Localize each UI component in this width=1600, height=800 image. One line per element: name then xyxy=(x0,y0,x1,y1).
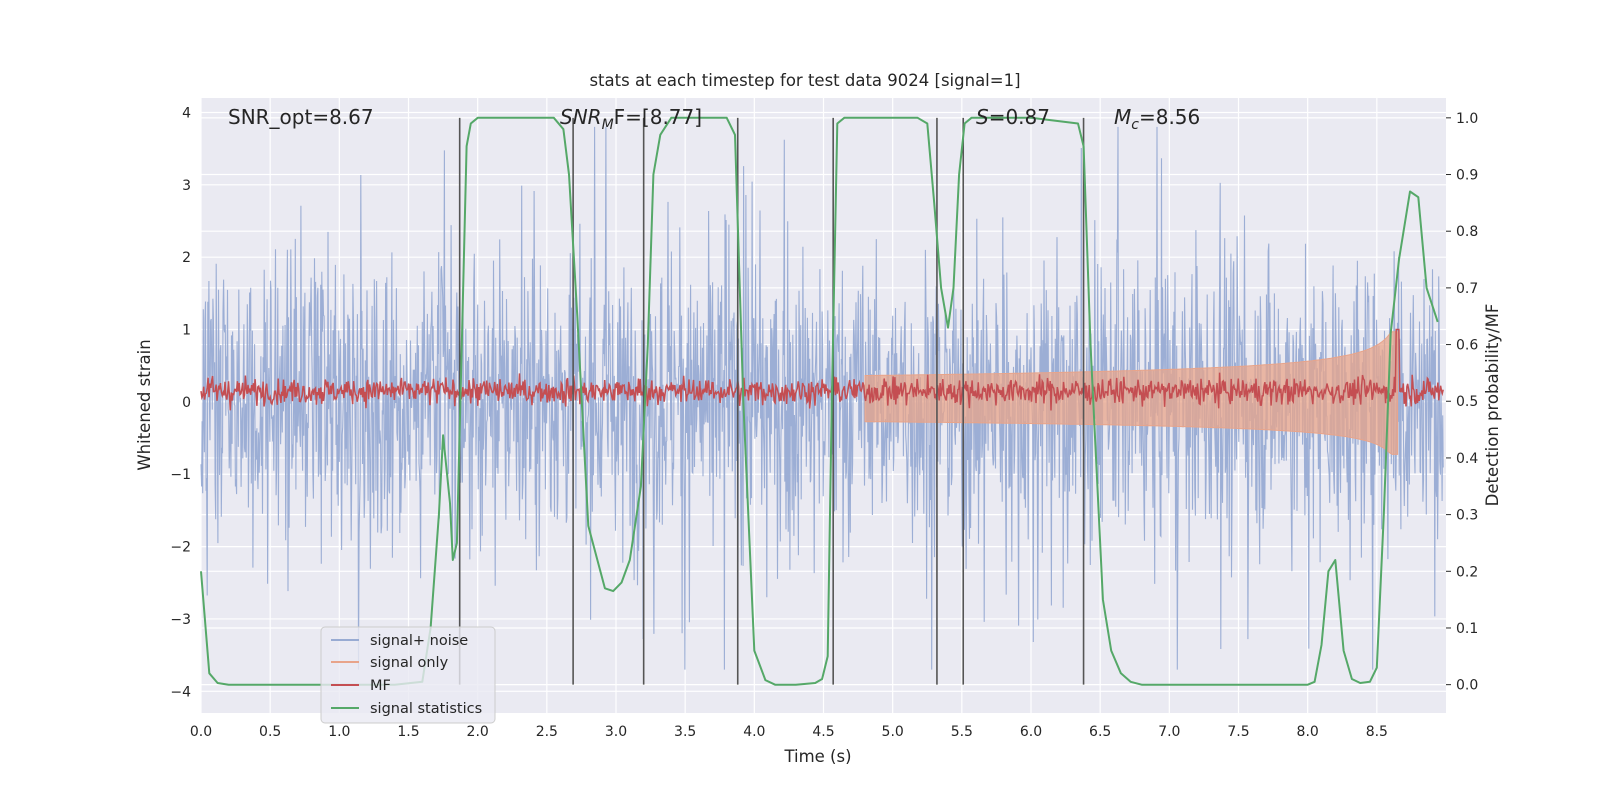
y-tick-label: 2 xyxy=(182,250,191,266)
y2-tick-label: 0.6 xyxy=(1456,338,1478,354)
y2-axis-label: Detection probability/MF xyxy=(1483,304,1502,507)
x-tick-label: 2.5 xyxy=(536,724,558,740)
annotation-snr-opt: SNR_opt=8.67 xyxy=(228,105,374,129)
x-tick-label: 8.0 xyxy=(1297,724,1319,740)
x-tick-label: 1.5 xyxy=(397,724,419,740)
annotation-mc-value: =8.56 xyxy=(1139,105,1200,129)
series-signal-statistics xyxy=(200,116,1439,686)
legend-label-signal-statistics: signal statistics xyxy=(370,701,482,717)
y2-tick-label: 0.0 xyxy=(1456,678,1478,694)
annotation-s: S=0.87 xyxy=(976,105,1050,129)
x-tick-label: 7.0 xyxy=(1158,724,1180,740)
y-tick-label: 3 xyxy=(182,178,191,194)
y2-tick-label: 0.3 xyxy=(1456,508,1478,524)
legend-label-signal-only: signal only xyxy=(370,655,449,671)
x-tick-label: 7.5 xyxy=(1227,724,1249,740)
x-tick-label: 0.0 xyxy=(190,724,212,740)
x-tick-label: 2.0 xyxy=(467,724,489,740)
y-tick-label: 4 xyxy=(182,105,191,121)
y2-tick-label: 0.2 xyxy=(1456,564,1478,580)
x-tick-label: 8.5 xyxy=(1366,724,1388,740)
signal-only-envelope xyxy=(864,331,1399,455)
y-tick-label: −4 xyxy=(170,684,191,700)
plot-area xyxy=(200,98,1446,713)
y2-tick-label: 0.4 xyxy=(1456,451,1478,467)
annotation-s-symbol: S xyxy=(976,105,989,129)
signal-statistics-line xyxy=(200,116,1439,686)
x-tick-label: 4.5 xyxy=(812,724,834,740)
x-tick-label: 5.5 xyxy=(951,724,973,740)
y2-tick-label: 0.5 xyxy=(1456,394,1478,410)
legend-label-mf: MF xyxy=(370,678,391,694)
annotation-snr-mf-subscript: M xyxy=(602,117,614,133)
annotation-snr-mf: SNRMF=[8.77] xyxy=(560,105,702,133)
y-tick-label: −3 xyxy=(170,612,191,628)
x-tick-label: 4.0 xyxy=(743,724,765,740)
y-tick-label: −2 xyxy=(170,540,191,556)
y2-tick-label: 0.1 xyxy=(1456,621,1478,637)
axes-ticks: 0.0 0.5 1.0 1.5 2.0 2.5 3.0 3.5 4.0 4.5 5.0 5.5 6.0 6… xyxy=(170,105,1478,740)
legend-label-signal-noise: signal+ noise xyxy=(370,633,468,649)
x-axis-label: Time (s) xyxy=(783,747,851,766)
legend-box xyxy=(320,626,496,724)
annotation-snr-mf-symbol: SNR xyxy=(560,105,602,129)
series-mf xyxy=(200,328,1444,411)
annotation-mc-subscript: c xyxy=(1131,117,1139,133)
y2-tick-label: 1.0 xyxy=(1456,111,1478,127)
x-tick-label: 6.0 xyxy=(1020,724,1042,740)
x-tick-label: 1.0 xyxy=(328,724,350,740)
x-tick-label: 0.5 xyxy=(259,724,281,740)
mf-line xyxy=(200,328,1444,411)
y-axis-label: Whitened strain xyxy=(135,339,154,470)
annotation-mc-symbol: M xyxy=(1114,105,1131,129)
y-tick-label: 1 xyxy=(182,323,191,339)
legend: signal+ noise signal only MF signal stat… xyxy=(320,626,496,724)
x-tick-label: 5.0 xyxy=(882,724,904,740)
x-tick-label: 3.0 xyxy=(605,724,627,740)
y-tick-label: −1 xyxy=(170,467,191,483)
x-tick-label: 6.5 xyxy=(1089,724,1111,740)
x-tick-label: 3.5 xyxy=(674,724,696,740)
series-signal-only xyxy=(864,331,1399,455)
y2-tick-label: 0.9 xyxy=(1456,168,1478,184)
annotation-s-value: =0.87 xyxy=(989,105,1050,129)
y2-tick-label: 0.7 xyxy=(1456,281,1478,297)
y2-tick-label: 0.8 xyxy=(1456,224,1478,240)
annotation-snr-mf-value: F=[8.77] xyxy=(614,105,702,129)
y-tick-label: 0 xyxy=(182,395,191,411)
chart-title: stats at each timestep for test data 902… xyxy=(589,71,1020,90)
annotation-mc: Mc=8.56 xyxy=(1114,105,1200,133)
